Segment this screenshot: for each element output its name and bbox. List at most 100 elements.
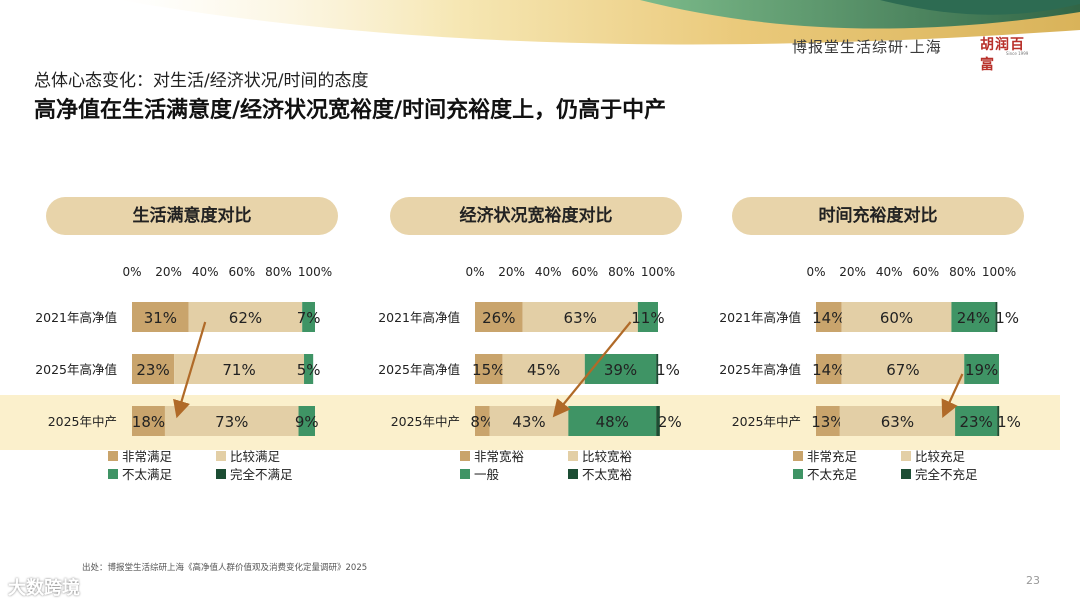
data-label: 67% <box>886 361 919 379</box>
bar-segment <box>188 302 303 332</box>
x-tick-label: 40% <box>876 265 903 279</box>
bar-segment <box>816 354 842 384</box>
x-tick-label: 20% <box>498 265 525 279</box>
data-label: 14% <box>812 309 845 327</box>
legend-swatch <box>108 469 118 479</box>
data-label: 62% <box>229 309 262 327</box>
data-label: 48% <box>596 413 629 431</box>
legend-label: 非常满足 <box>122 449 173 464</box>
data-label: 73% <box>215 413 248 431</box>
bar-segment <box>174 354 305 384</box>
x-tick-label: 40% <box>535 265 562 279</box>
data-label: 39% <box>604 361 637 379</box>
bar-segment <box>132 302 189 332</box>
bar-segment <box>964 354 999 384</box>
legend-swatch <box>460 469 470 479</box>
brand-name: 博报堂生活综研·上海 <box>792 38 942 56</box>
data-label: 71% <box>222 361 255 379</box>
legend-label: 完全不充足 <box>915 467 978 482</box>
x-tick-label: 0% <box>122 265 141 279</box>
x-tick-label: 80% <box>949 265 976 279</box>
slide-title: 高净值在生活满意度/经济状况宽裕度/时间充裕度上，仍高于中产 <box>34 98 667 123</box>
category-label: 2025年高净值 <box>719 362 801 377</box>
data-label: 5% <box>297 361 321 379</box>
data-label: 31% <box>144 309 177 327</box>
bar-segment <box>841 302 952 332</box>
panel-title-economy: 经济状况宽裕度对比 <box>390 197 682 235</box>
legend-swatch <box>568 469 578 479</box>
data-label: 19% <box>965 361 998 379</box>
x-tick-label: 60% <box>571 265 598 279</box>
bar-segment <box>955 406 998 436</box>
x-tick-label: 100% <box>298 265 332 279</box>
legend-label: 比较宽裕 <box>582 449 632 464</box>
legend-label: 不太宽裕 <box>582 467 632 482</box>
bar-segment <box>951 302 996 332</box>
bar-segment <box>656 354 659 384</box>
legend-swatch <box>460 451 470 461</box>
x-tick-label: 20% <box>839 265 866 279</box>
legend-swatch <box>901 469 911 479</box>
legend-label: 非常宽裕 <box>474 449 524 464</box>
category-label: 2021年高净值 <box>719 310 801 325</box>
bar-segment <box>475 354 503 384</box>
data-label: 63% <box>881 413 914 431</box>
logo-text: 胡润百富 <box>980 37 1025 73</box>
data-label: 15% <box>472 361 505 379</box>
x-tick-label: 0% <box>465 265 484 279</box>
legend-label: 比较满足 <box>230 449 281 464</box>
bar-segment <box>841 354 965 384</box>
bar-segment <box>132 354 175 384</box>
x-tick-label: 80% <box>608 265 635 279</box>
bar-segment <box>502 354 585 384</box>
legend-swatch <box>216 451 226 461</box>
legend-swatch <box>568 451 578 461</box>
legend-swatch <box>793 469 803 479</box>
bar-segment <box>995 302 998 332</box>
data-label: 43% <box>512 413 545 431</box>
data-label: 23% <box>959 413 992 431</box>
data-label: 14% <box>812 361 845 379</box>
data-label: 26% <box>482 309 515 327</box>
legend-label: 一般 <box>474 467 500 482</box>
data-label: 11% <box>631 309 664 327</box>
header-decoration <box>120 0 1080 45</box>
bar-segment <box>304 354 314 384</box>
data-label: 2% <box>658 413 682 431</box>
page-number: 23 <box>1026 574 1040 587</box>
legend-label: 不太满足 <box>122 467 173 482</box>
x-tick-label: 0% <box>806 265 825 279</box>
x-tick-label: 40% <box>192 265 219 279</box>
trend-arrow <box>173 321 207 419</box>
category-label: 2025年中产 <box>48 414 117 429</box>
x-tick-label: 100% <box>641 265 675 279</box>
panel-title-time: 时间充裕度对比 <box>732 197 1024 235</box>
watermark: 大数跨境 <box>8 578 80 599</box>
bar-segment <box>475 302 523 332</box>
bar-segment <box>475 406 490 436</box>
bar-segment <box>132 406 165 436</box>
category-label: 2021年高净值 <box>378 310 460 325</box>
bar-segment <box>816 406 840 436</box>
x-tick-label: 60% <box>912 265 939 279</box>
category-label: 2021年高净值 <box>35 310 117 325</box>
data-label: 18% <box>132 413 165 431</box>
data-label: 8% <box>470 413 494 431</box>
bar-segment <box>522 302 638 332</box>
category-label: 2025年高净值 <box>378 362 460 377</box>
source-note: 出处：博报堂生活综研上海《高净值人群价值观及消费变化定量调研》2025 <box>82 563 368 573</box>
bar-segment <box>568 406 657 436</box>
x-tick-label: 20% <box>155 265 182 279</box>
trend-arrow <box>941 373 964 419</box>
data-label: 24% <box>957 309 990 327</box>
bar-segment <box>637 302 658 332</box>
legend-swatch <box>216 469 226 479</box>
legend-label: 完全不满足 <box>230 467 293 482</box>
data-label: 7% <box>297 309 321 327</box>
x-tick-label: 60% <box>228 265 255 279</box>
data-label: 45% <box>527 361 560 379</box>
category-label: 2025年中产 <box>732 414 801 429</box>
legend-swatch <box>793 451 803 461</box>
slide-subtitle: 总体心态变化：对生活/经济状况/时间的态度 <box>34 71 369 91</box>
